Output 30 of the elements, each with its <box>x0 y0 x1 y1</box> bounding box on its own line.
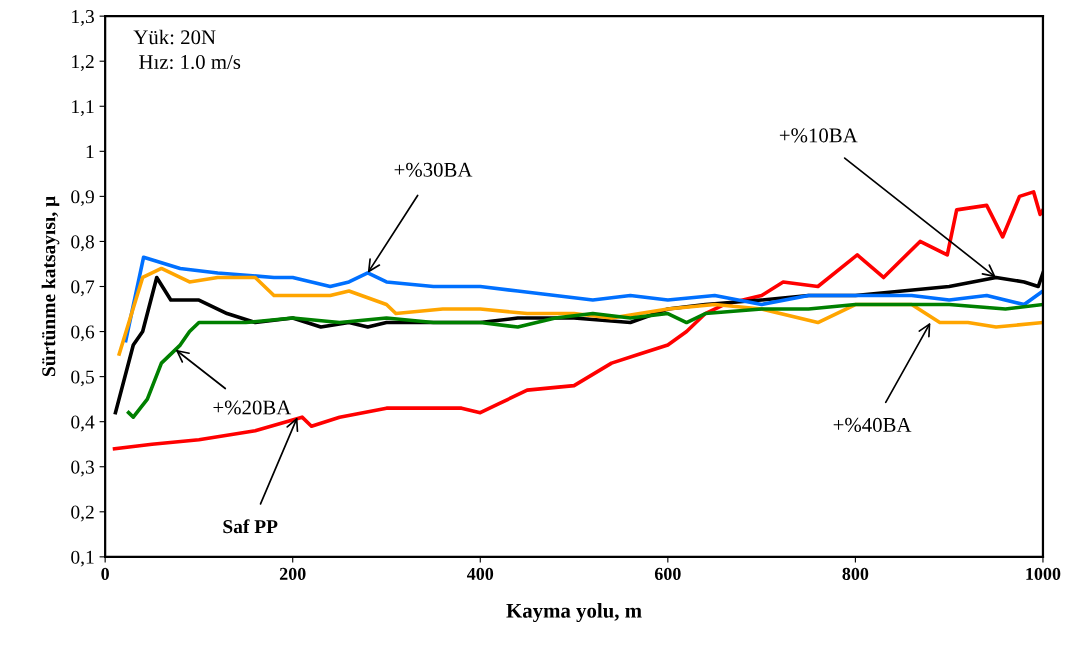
x-tick-label: 800 <box>842 567 869 580</box>
x-tick-label: 1000 <box>1026 567 1061 580</box>
annotation: +%20BA <box>213 400 292 415</box>
y-tick-label: 0,2 <box>71 505 94 522</box>
y-tick-label: 0,6 <box>71 325 95 342</box>
y-tick-label: 0,5 <box>71 370 94 387</box>
y-tick-label: 0,7 <box>71 280 95 297</box>
y-tick-label: 1 <box>86 145 94 159</box>
line-series <box>112 190 1043 451</box>
y-axis-title: Sürtünme katsayısı, μ <box>41 196 60 377</box>
x-tick-label: 0 <box>101 567 109 580</box>
x-axis-title: Kayma yolu, m <box>506 603 642 623</box>
y-tick-label: 0,4 <box>71 415 95 432</box>
annotation: +%10BA <box>779 128 858 143</box>
x-tick-label: 200 <box>279 567 306 580</box>
line-series <box>126 302 1043 419</box>
y-tick-label: 0,9 <box>71 190 94 207</box>
y-tick-label: 1,3 <box>72 10 94 26</box>
y-tick-label: 0,3 <box>71 460 94 477</box>
annotation: Yük: 20N Hız: 1.0 m/s <box>133 29 241 70</box>
x-tick-label: 600 <box>654 567 681 580</box>
y-tick-label: 0,1 <box>71 550 94 567</box>
annotation: +%30BA <box>394 162 473 177</box>
annotation: Saf PP <box>223 519 278 534</box>
x-tick-label: 400 <box>466 567 494 580</box>
y-tick-label: 1,1 <box>72 100 94 116</box>
y-tick-label: 0,8 <box>71 235 94 252</box>
annotation: +%40BA <box>833 417 912 432</box>
y-tick-label: 1,2 <box>72 55 94 71</box>
line-series <box>123 255 1043 343</box>
